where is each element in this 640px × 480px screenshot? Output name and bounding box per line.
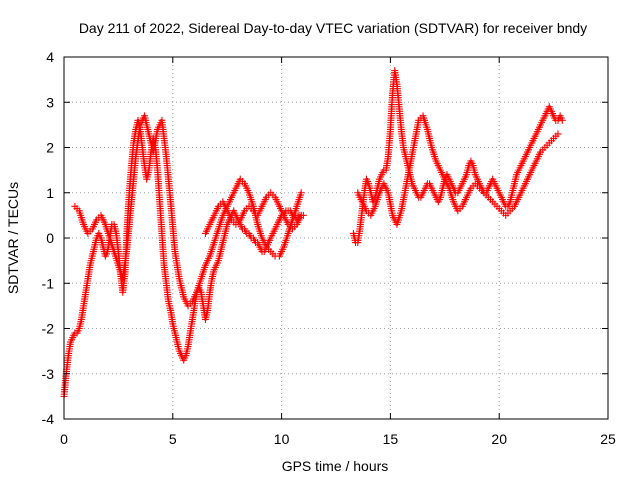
- series-segment-1: [60, 116, 307, 400]
- data-point: [297, 211, 305, 219]
- y-tick-label: 3: [46, 94, 54, 110]
- x-tick-label: 15: [383, 431, 399, 447]
- grid: [64, 57, 608, 419]
- series-segment-5: [354, 112, 562, 228]
- tick-labels: 0 5 10 15 20 25 -4 -3 -2 -1 0 1 2 3 4: [42, 49, 616, 447]
- x-tick-label: 20: [491, 431, 507, 447]
- y-axis-label: SDTVAR / TECUs: [5, 182, 21, 294]
- y-tick-label: 1: [46, 185, 54, 201]
- data-point: [554, 130, 562, 138]
- x-tick-label: 10: [274, 431, 290, 447]
- y-tick-label: 0: [46, 230, 54, 246]
- data-point: [297, 189, 305, 197]
- y-tick-label: -4: [42, 411, 55, 427]
- axis-ticks: [63, 56, 609, 420]
- chart-title: Day 211 of 2022, Sidereal Day-to-day VTE…: [79, 20, 587, 36]
- x-axis-label: GPS time / hours: [282, 458, 389, 474]
- series-segment-4: [349, 67, 566, 247]
- series-markers: [60, 67, 566, 400]
- x-tick-label: 25: [600, 431, 616, 447]
- y-tick-label: -3: [42, 366, 55, 382]
- y-tick-label: -2: [42, 321, 55, 337]
- series-segment-2: [71, 112, 305, 310]
- x-tick-label: 0: [60, 431, 68, 447]
- y-tick-label: 4: [46, 49, 54, 65]
- y-tick-label: -1: [42, 275, 55, 291]
- series-segment-3: [201, 189, 305, 237]
- x-tick-label: 5: [169, 431, 177, 447]
- y-tick-label: 2: [46, 140, 54, 156]
- data-point: [558, 116, 566, 124]
